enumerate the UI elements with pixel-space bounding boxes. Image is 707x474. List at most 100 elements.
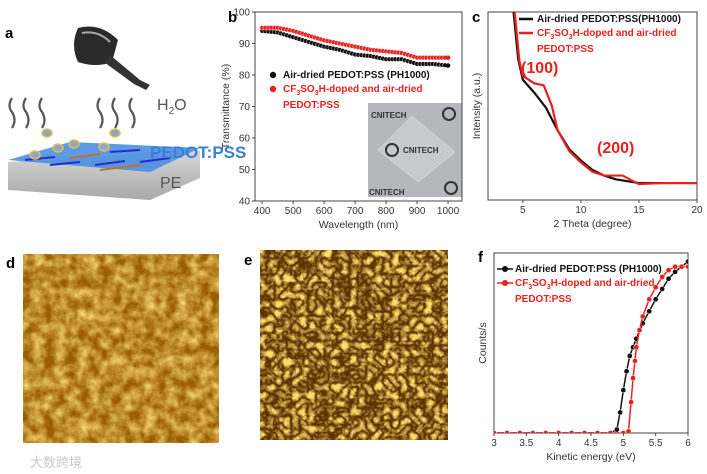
steam-icon xyxy=(8,97,136,129)
data-point xyxy=(445,55,451,60)
data-point xyxy=(646,296,653,303)
x-tick-label: 15 xyxy=(633,205,645,216)
inset-logo-text: CNITECH xyxy=(371,111,407,120)
data-point xyxy=(652,296,659,303)
legend-marker-icon xyxy=(502,280,508,286)
legend-text-part: SO xyxy=(554,28,569,39)
panel-label-f: f xyxy=(478,249,484,266)
illustration-air-drying: H2O PEDOT:PSS PE xyxy=(8,26,246,200)
data-point xyxy=(678,263,685,270)
data-point xyxy=(628,399,634,405)
x-tick-label: 1000 xyxy=(437,206,460,217)
x-tick-label: 4 xyxy=(556,438,562,449)
subscript: 3 xyxy=(547,284,551,291)
data-point xyxy=(623,368,630,375)
afm-image-d xyxy=(23,254,219,443)
x-tick-label: 900 xyxy=(409,206,426,217)
data-point xyxy=(685,258,688,265)
data-point xyxy=(636,327,643,333)
y-tick-label: 70 xyxy=(239,102,251,113)
afm-image-e xyxy=(260,250,448,440)
data-point xyxy=(594,430,601,433)
data-point xyxy=(665,267,672,273)
data-point xyxy=(620,430,627,433)
legend-text-part: CF xyxy=(283,84,296,95)
subscript: 3 xyxy=(315,90,319,97)
data-point xyxy=(639,313,646,320)
legend-text-part: H-doped and air-dried xyxy=(551,278,655,289)
subscript: 3 xyxy=(296,90,300,97)
data-point xyxy=(685,263,688,270)
y-tick-label: 60 xyxy=(239,134,251,145)
data-point xyxy=(672,269,678,275)
logo-emblem-icon xyxy=(385,143,399,157)
label-pe: PE xyxy=(160,175,181,192)
data-point xyxy=(555,430,562,433)
x-tick-label: 5 xyxy=(520,205,526,216)
data-point xyxy=(607,430,614,433)
legend-text-part: H-doped and air-dried xyxy=(573,28,677,39)
series-red xyxy=(513,12,697,186)
data-point xyxy=(632,358,638,364)
data-point xyxy=(630,375,636,381)
legend-label-doped-line2: PEDOT:PSS xyxy=(283,100,340,111)
legend-label-doped-line2: PEDOT:PSS xyxy=(515,294,572,305)
data-point xyxy=(568,430,575,433)
x-tick-label: 5 xyxy=(621,438,627,449)
data-point xyxy=(626,353,633,359)
y-tick-label: 50 xyxy=(239,165,251,176)
x-axis-label: 2 Theta (degree) xyxy=(553,218,631,230)
watermark: 大数跨境 xyxy=(30,455,82,470)
legend-label-doped: CF3SO3H-doped and air-dried xyxy=(283,84,423,97)
hair-dryer-icon xyxy=(74,26,150,90)
legend: Air-dried PEDOT:PSS (PH1000)CF3SO3H-dope… xyxy=(497,264,662,305)
data-point xyxy=(494,430,497,433)
subscript: 3 xyxy=(550,34,554,41)
logo-emblem-icon xyxy=(444,181,458,195)
annotation-200: (200) xyxy=(597,140,634,157)
plot-frame xyxy=(487,11,698,201)
data-point xyxy=(581,430,588,433)
inset-photo: CNITECH CNITECH CNITECH xyxy=(368,103,462,197)
data-point xyxy=(659,274,665,280)
y-axis-label: Intensity (a.u.) xyxy=(471,73,483,140)
series-line xyxy=(494,265,688,433)
panel-label-e: e xyxy=(244,252,252,269)
y-tick-label: 80 xyxy=(239,71,251,82)
data-point xyxy=(652,284,659,291)
data-point xyxy=(445,63,451,68)
x-tick-label: 400 xyxy=(254,206,271,217)
label-h2o: H2O xyxy=(157,97,187,117)
data-point xyxy=(542,430,549,433)
data-point xyxy=(659,286,665,292)
x-tick-label: 5.5 xyxy=(649,438,663,449)
x-axis-label: Wavelength (nm) xyxy=(319,219,399,231)
data-point xyxy=(646,308,653,315)
data-point xyxy=(620,387,627,393)
legend: Air-dried PEDOT:PSS(PH1000)CF3SO3H-doped… xyxy=(519,14,681,55)
x-tick-label: 4.5 xyxy=(584,438,598,449)
inset-logo-text: CNITECH xyxy=(403,146,439,155)
chart-b: 400 500 600 700 800 900 1000 40 50 60 70 80 90 100 Wav… xyxy=(220,8,463,231)
legend-label-air-dried: Air-dried PEDOT:PSS (PH1000) xyxy=(515,264,662,275)
x-tick-label: 800 xyxy=(378,206,395,217)
logo-emblem-icon xyxy=(442,107,456,121)
panel-label-c: c xyxy=(472,9,480,26)
x-tick-label: 3.5 xyxy=(519,438,533,449)
x-tick-label: 10 xyxy=(575,205,587,216)
x-tick-label: 600 xyxy=(316,206,333,217)
legend-text-part: CF xyxy=(537,28,550,39)
data-point xyxy=(614,426,620,433)
legend-label-doped-line2: PEDOT:PSS xyxy=(537,44,594,55)
data-point xyxy=(633,344,640,351)
chart-c: 5 10 15 20 2 Theta (degree) Intensity (a.u.) xyxy=(471,11,703,230)
panel-label-a: a xyxy=(5,25,14,42)
annotation-100: (100) xyxy=(521,60,558,77)
legend-marker-icon xyxy=(269,71,277,79)
x-tick-label: 20 xyxy=(691,205,703,216)
inset-logo-text: CNITECH xyxy=(369,188,405,197)
legend-text-part: SO xyxy=(532,278,547,289)
legend-label-doped: CF3SO3H-doped and air-dried xyxy=(537,28,677,41)
label-pedot-pss: PEDOT:PSS xyxy=(150,143,246,162)
